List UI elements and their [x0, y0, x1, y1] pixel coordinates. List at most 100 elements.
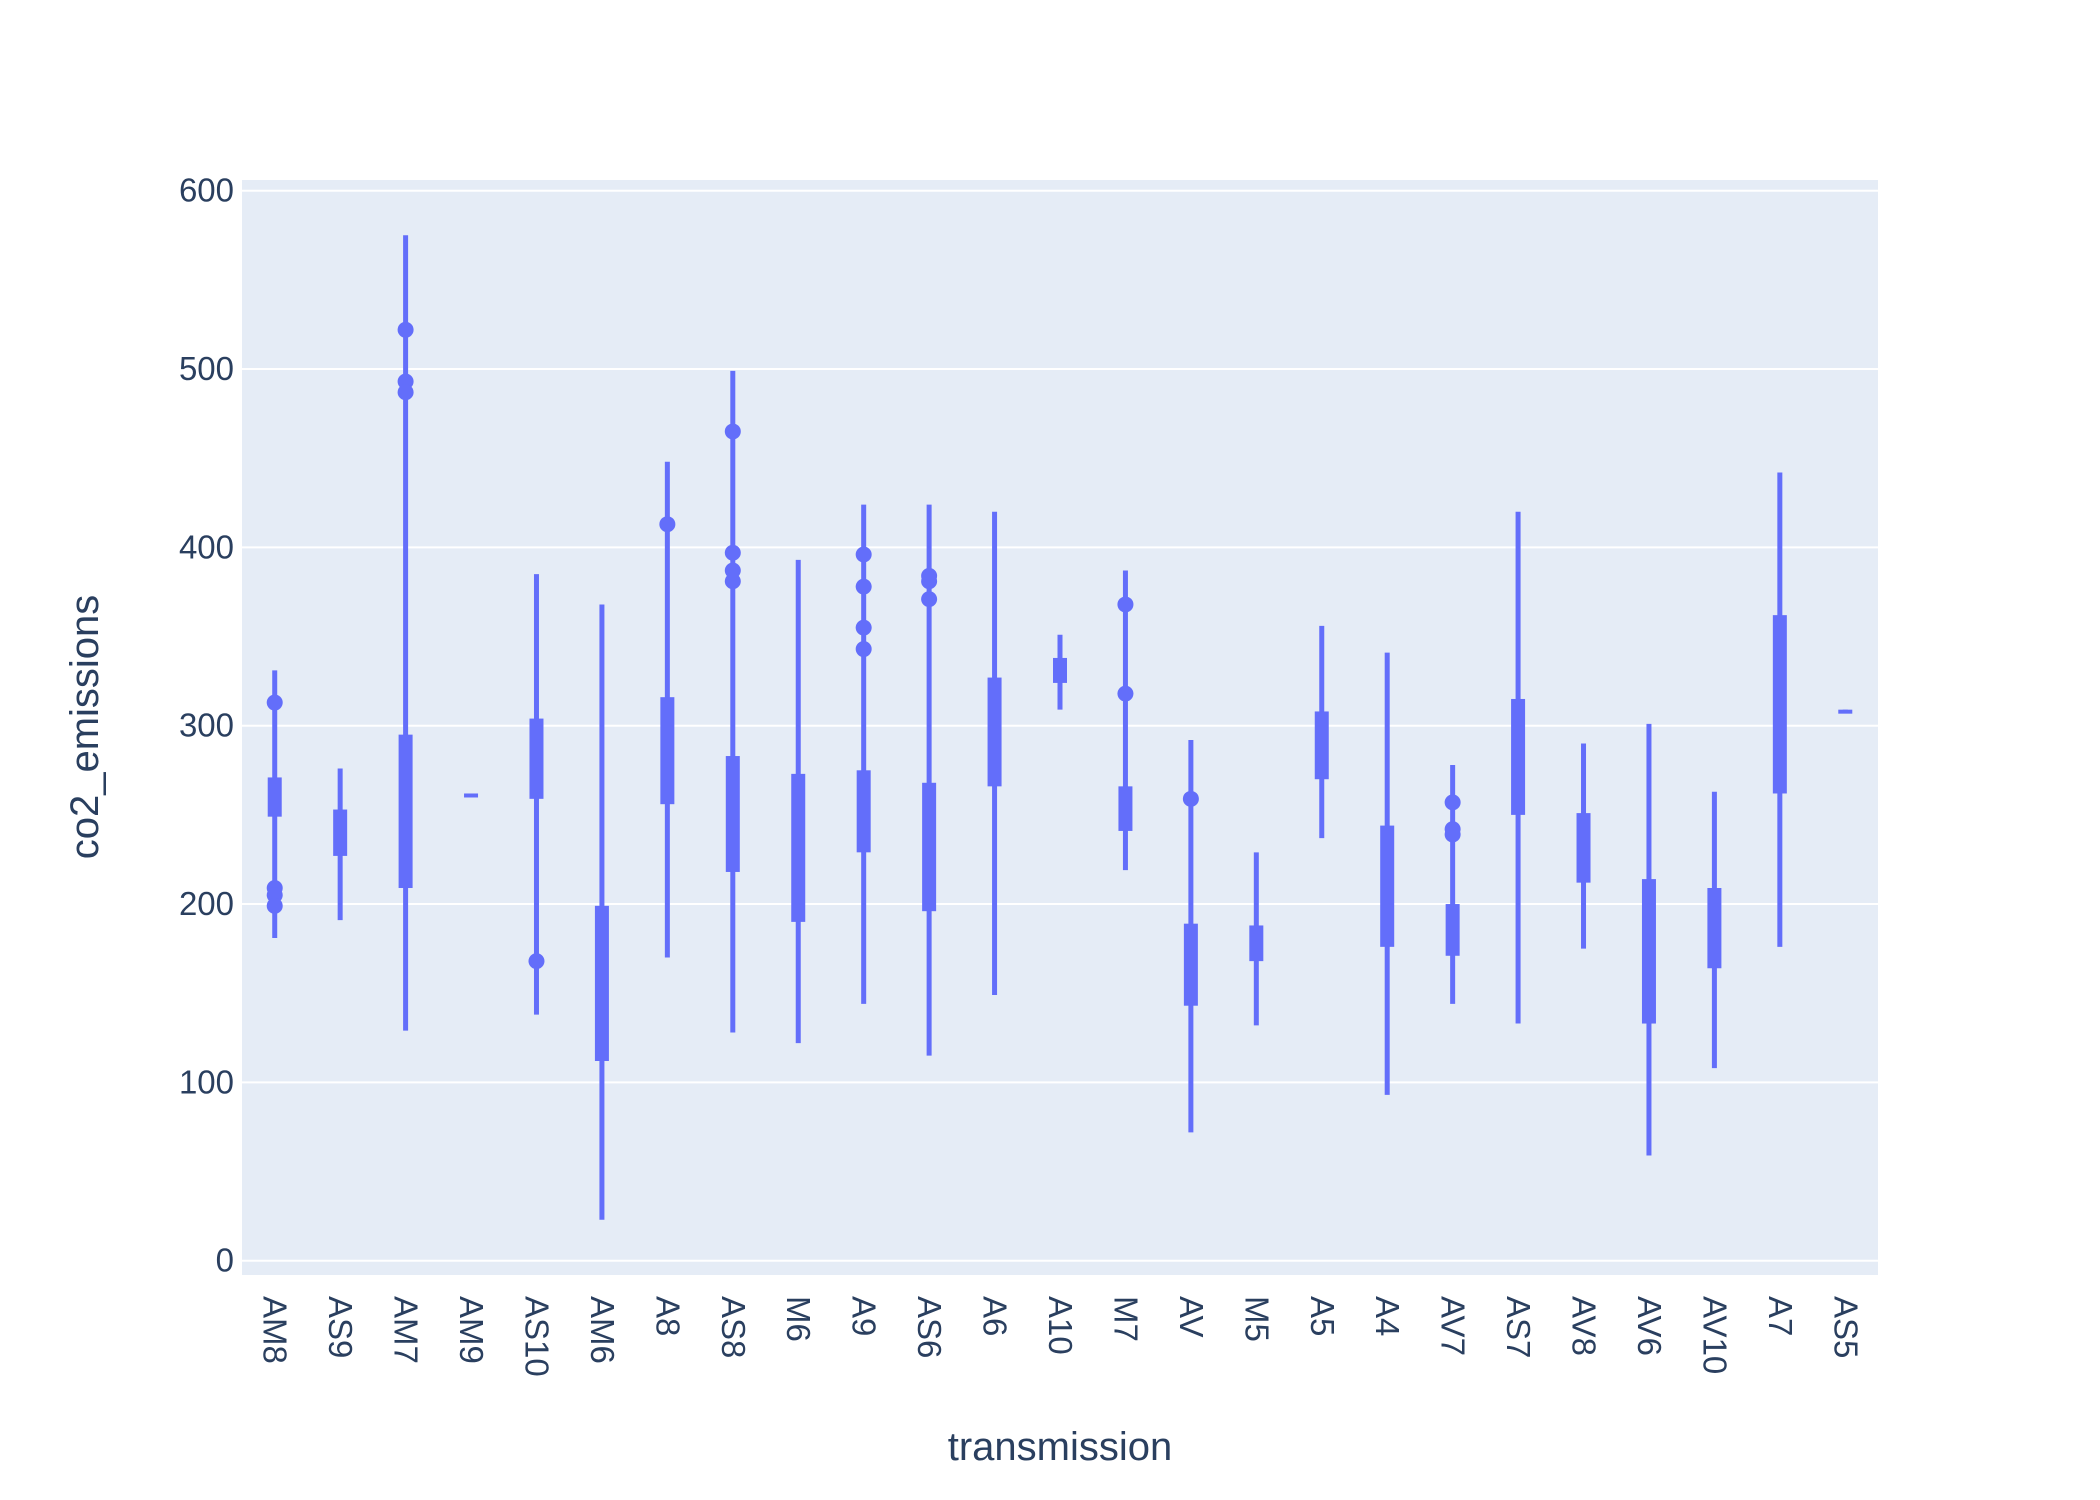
- x-tick-label: A10: [1042, 1296, 1079, 1355]
- box-am6: [594, 604, 609, 1220]
- x-tick-label: M5: [1238, 1296, 1275, 1342]
- x-axis-tick-labels: AM8 AS9 AM7 AM9 AS10 AM6 A8 AS8 M6 A9 AS6 A6 A10 M7 AV…: [257, 1296, 1865, 1377]
- iqr-box: [333, 809, 348, 856]
- x-tick-label: M7: [1107, 1296, 1144, 1342]
- iqr-box: [791, 773, 806, 922]
- iqr-box: [1576, 813, 1591, 883]
- outlier-point: [921, 573, 938, 590]
- gridlines: [242, 189, 1878, 1262]
- outlier-point: [855, 641, 872, 658]
- outlier-point: [1444, 794, 1461, 811]
- x-tick-label: AS5: [1827, 1296, 1864, 1358]
- box-a9: [855, 504, 872, 1004]
- iqr-box: [1641, 879, 1656, 1024]
- iqr-box: [725, 756, 740, 872]
- iqr-box: [856, 770, 871, 853]
- outlier-point: [266, 897, 283, 914]
- x-tick-label: AM8: [257, 1296, 294, 1364]
- box-am8: [266, 670, 283, 938]
- box-av6: [1641, 723, 1656, 1156]
- iqr-box: [267, 777, 282, 817]
- x-axis-title: transmission: [948, 1425, 1173, 1469]
- box-a4: [1380, 652, 1395, 1095]
- box-as9: [333, 768, 348, 921]
- outlier-point: [724, 423, 741, 440]
- outlier-point: [528, 953, 545, 970]
- y-tick-label: 400: [179, 528, 234, 565]
- x-tick-label: AS8: [715, 1296, 752, 1358]
- y-tick-label: 600: [179, 172, 234, 209]
- outlier-point: [855, 546, 872, 563]
- outlier-point: [855, 619, 872, 636]
- box-as8: [724, 370, 741, 1033]
- y-axis-tick-labels: 0 100 200 300 400 500 600: [179, 172, 234, 1279]
- box-as7: [1511, 511, 1526, 1024]
- x-tick-label: AV6: [1631, 1296, 1668, 1356]
- x-tick-label: AM9: [453, 1296, 490, 1364]
- x-tick-label: A9: [846, 1296, 883, 1336]
- x-tick-label: AV10: [1696, 1296, 1733, 1374]
- box-plots: [266, 235, 1853, 1220]
- iqr-box: [1511, 698, 1526, 815]
- y-tick-label: 100: [179, 1063, 234, 1100]
- outlier-point: [724, 573, 741, 590]
- box-av7: [1444, 764, 1461, 1004]
- x-tick-label: M6: [780, 1296, 817, 1342]
- iqr-box: [1838, 709, 1853, 714]
- outlier-point: [921, 591, 938, 608]
- box-am9: [464, 793, 479, 798]
- outlier-point: [855, 578, 872, 595]
- box-av10: [1707, 791, 1722, 1069]
- x-tick-label: AS10: [518, 1296, 555, 1377]
- x-tick-label: A4: [1369, 1296, 1406, 1336]
- iqr-box: [1445, 904, 1460, 956]
- iqr-box: [1249, 925, 1264, 962]
- x-tick-label: A5: [1304, 1296, 1341, 1336]
- box-as10: [528, 574, 545, 1015]
- box-m6: [791, 559, 806, 1044]
- x-tick-label: A6: [977, 1296, 1014, 1336]
- outlier-point: [397, 384, 414, 401]
- iqr-box: [464, 793, 479, 798]
- box-as5: [1838, 709, 1853, 714]
- x-tick-label: AS6: [911, 1296, 948, 1358]
- x-tick-label: AM7: [388, 1296, 425, 1364]
- iqr-box: [1772, 615, 1787, 794]
- box-m7: [1117, 570, 1134, 871]
- y-tick-label: 500: [179, 350, 234, 387]
- iqr-box: [987, 677, 1002, 787]
- outlier-point: [1117, 685, 1134, 702]
- x-tick-label: A7: [1762, 1296, 1799, 1336]
- box-m5: [1249, 852, 1264, 1026]
- box-a7: [1772, 472, 1787, 947]
- x-tick-label: AV8: [1566, 1296, 1603, 1356]
- box-av: [1182, 739, 1199, 1133]
- iqr-box: [1053, 657, 1067, 683]
- outlier-point: [1444, 826, 1461, 843]
- iqr-box: [1183, 923, 1198, 1006]
- x-tick-label: AV: [1173, 1296, 1210, 1338]
- iqr-box: [1707, 888, 1722, 969]
- outlier-point: [1117, 596, 1134, 613]
- y-axis-title: co2_emissions: [63, 595, 107, 860]
- iqr-box: [660, 697, 675, 805]
- box-a5: [1314, 625, 1329, 839]
- plot-background: [242, 180, 1878, 1275]
- box-as6: [921, 504, 938, 1056]
- outlier-point: [724, 544, 741, 561]
- x-tick-label: AS7: [1500, 1296, 1537, 1358]
- box-am7: [397, 235, 414, 1031]
- iqr-box: [1314, 711, 1329, 780]
- x-tick-label: AS9: [322, 1296, 359, 1358]
- y-tick-label: 200: [179, 885, 234, 922]
- x-tick-label: AV7: [1435, 1296, 1472, 1356]
- outlier-point: [266, 694, 283, 711]
- y-tick-label: 0: [216, 1242, 234, 1279]
- box-av8: [1576, 743, 1591, 949]
- outlier-point: [1182, 790, 1199, 807]
- iqr-box: [529, 718, 544, 799]
- iqr-box: [398, 734, 413, 889]
- iqr-box: [1118, 786, 1133, 831]
- box-a8: [659, 461, 676, 958]
